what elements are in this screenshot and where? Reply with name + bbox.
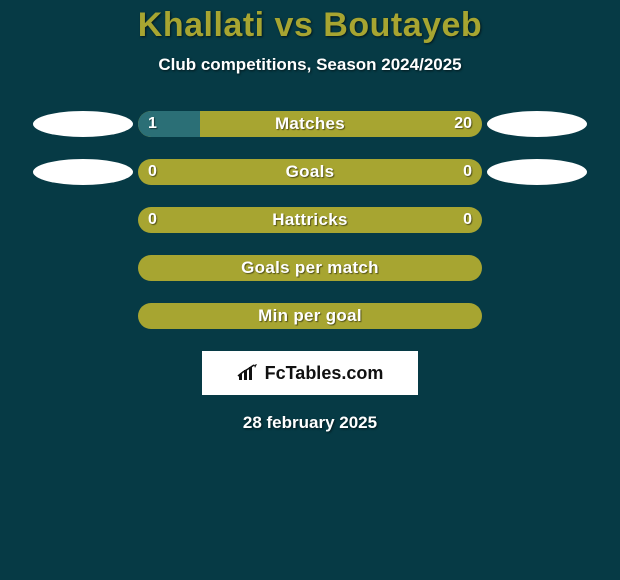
stat-row: 00Hattricks (0, 207, 620, 233)
stat-row: 00Goals (0, 159, 620, 185)
date-label: 28 february 2025 (0, 413, 620, 433)
brand-badge: FcTables.com (202, 351, 418, 395)
player-right-badge (487, 159, 587, 185)
left-badge-slot (28, 111, 138, 137)
comparison-card: Khallati vs Boutayeb Club competitions, … (0, 0, 620, 580)
stat-bar: Min per goal (138, 303, 482, 329)
right-badge-slot (482, 159, 592, 185)
stat-bar: 00Hattricks (138, 207, 482, 233)
stat-label: Hattricks (138, 207, 482, 233)
stat-row: Min per goal (0, 303, 620, 329)
stat-bar: 00Goals (138, 159, 482, 185)
brand-chart-icon (237, 364, 259, 382)
page-title: Khallati vs Boutayeb (0, 0, 620, 45)
subtitle: Club competitions, Season 2024/2025 (0, 55, 620, 75)
right-badge-slot (482, 111, 592, 137)
stat-row: Goals per match (0, 255, 620, 281)
stat-label: Goals (138, 159, 482, 185)
stat-bar: 120Matches (138, 111, 482, 137)
player-right-badge (487, 111, 587, 137)
stat-label: Min per goal (138, 303, 482, 329)
brand-text: FcTables.com (265, 363, 384, 384)
stats-container: 120Matches 00Goals 00Hattricks Goals per ma… (0, 111, 620, 329)
stat-label: Matches (138, 111, 482, 137)
left-badge-slot (28, 159, 138, 185)
stat-row: 120Matches (0, 111, 620, 137)
stat-bar: Goals per match (138, 255, 482, 281)
stat-label: Goals per match (138, 255, 482, 281)
player-left-badge (33, 111, 133, 137)
player-left-badge (33, 159, 133, 185)
